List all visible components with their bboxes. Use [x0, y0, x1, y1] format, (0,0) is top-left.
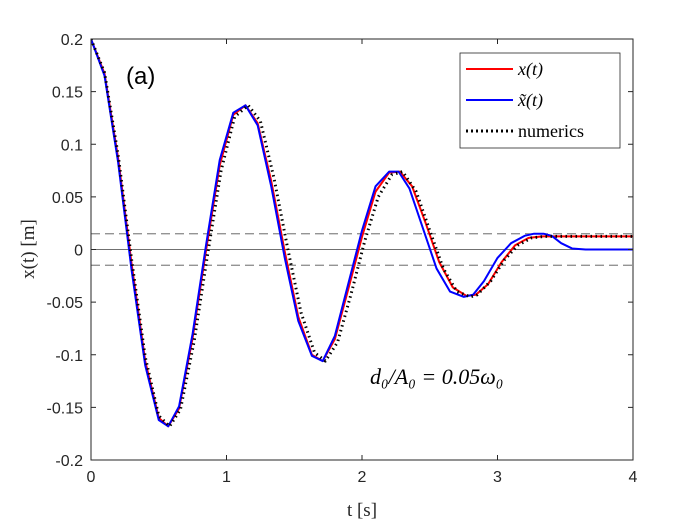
y-tick-label: 0 [74, 243, 83, 260]
y-tick-label: -0.2 [55, 453, 83, 470]
y-tick-label: 0.05 [52, 190, 83, 207]
x-tick-label: 2 [358, 469, 367, 486]
legend-label-numerics: numerics [518, 121, 584, 141]
legend-label-x-tilde: x̃(t) [517, 90, 543, 111]
y-tick-label: 0.1 [61, 137, 83, 154]
y-tick-label: -0.15 [47, 400, 84, 417]
legend-label-x: x(t) [517, 59, 543, 80]
x-tick-label: 3 [493, 469, 502, 486]
parameter-annotation: d₀/A₀ = 0.05ω₀ [370, 364, 503, 389]
series-line-x-tilde [91, 39, 633, 428]
y-tick-label: 0.2 [61, 32, 83, 49]
y-tick-label: 0.15 [52, 85, 83, 102]
x-tick-label: 4 [629, 469, 638, 486]
legend: x(t) x̃(t) numerics [459, 52, 621, 149]
x-axis-label: t [s] [347, 500, 377, 521]
axis-tick-labels: 0 1 2 3 4 0.2 0.15 0.1 0.05 0 -0.05 -0.1 -0.15 -0.2 [47, 32, 638, 486]
x-tick-label: 0 [87, 469, 96, 486]
y-tick-label: -0.05 [47, 295, 84, 312]
axis-ticks [90, 38, 634, 461]
y-tick-label: -0.1 [55, 348, 83, 365]
x-tick-label: 1 [222, 469, 231, 486]
panel-label: (a) [126, 63, 155, 90]
series-layer [91, 39, 633, 428]
y-axis-label: x(t) [m] [18, 219, 39, 279]
series-line-numerics [91, 39, 633, 428]
